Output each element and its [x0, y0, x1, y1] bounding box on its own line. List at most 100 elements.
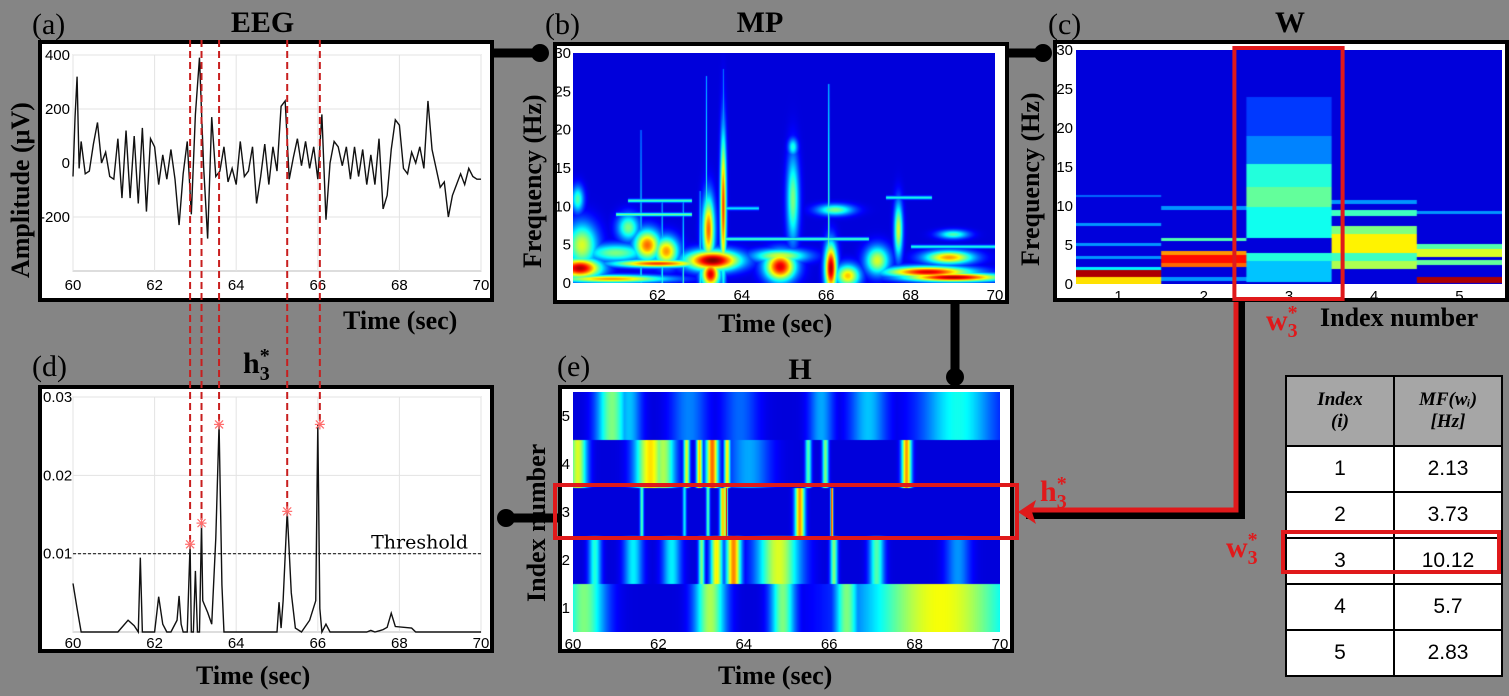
x-tick-label: 62: [649, 287, 666, 304]
panel-e-xlabel: Time (sec): [718, 661, 833, 690]
peak-marker-stroke: [197, 518, 206, 528]
y-tick-label: 3: [562, 504, 570, 521]
x-tick-label: 70: [473, 277, 490, 294]
x-tick-label: 66: [309, 277, 326, 294]
cell-index: 5: [1285, 629, 1395, 677]
panel-b-xlabel: Time (sec): [718, 309, 833, 338]
connector-c-to-e: [1030, 300, 1239, 513]
connector-a-to-b-head: [531, 44, 549, 62]
x-tick-label: 5: [1455, 288, 1463, 305]
x-tick-label: 60: [565, 636, 582, 653]
x-tick-label: 68: [902, 287, 919, 304]
cell-index: 4: [1285, 583, 1395, 631]
y-tick-label: 2: [562, 552, 570, 569]
connector-c-to-e-shadow: [1026, 300, 1245, 519]
y-tick-label: 15: [1056, 159, 1073, 176]
x-tick-label: 66: [309, 635, 326, 652]
x-tick-label: 66: [821, 636, 838, 653]
w-heatmap: [1076, 50, 1502, 284]
panel-b-label: (b): [545, 8, 580, 41]
panel-c-label: (c): [1048, 8, 1082, 41]
table-row: 3 10.12: [1285, 537, 1503, 585]
panel-d-xlabel: Time (sec): [196, 661, 311, 690]
peak-marker-stroke: [315, 419, 325, 429]
x-tick-label: 68: [391, 635, 408, 652]
x-tick-label: 1: [1114, 288, 1122, 305]
connector-b-to-e-head: [946, 368, 964, 386]
header-index: Index (i): [1285, 375, 1395, 447]
x-tick-label: 3: [1285, 288, 1293, 305]
y-tick-label: 5: [1065, 237, 1073, 254]
x-tick-label: 60: [65, 635, 82, 652]
x-tick-label: 68: [391, 277, 408, 294]
y-tick-label: 10: [554, 198, 571, 215]
x-tick-label: 62: [146, 635, 163, 652]
y-tick-label: 400: [45, 47, 70, 64]
y-tick-label: 0.01: [43, 546, 72, 563]
cell-mf: 5.7: [1393, 583, 1503, 631]
panel-e-label: (e): [557, 350, 591, 383]
cell-index: 3: [1285, 537, 1395, 585]
y-tick-label: 20: [554, 122, 571, 139]
cell-index: 1: [1285, 445, 1395, 493]
y-tick-label: 30: [554, 45, 571, 62]
arrow-head-icon: [1018, 500, 1036, 524]
cell-mf: 2.83: [1393, 629, 1503, 677]
h-heatmap: [573, 392, 1000, 632]
table-header-row: Index (i) MF(wᵢ) [Hz]: [1285, 375, 1503, 447]
x-tick-label: 70: [992, 636, 1009, 653]
cell-mf: 2.13: [1393, 445, 1503, 493]
x-tick-label: 4: [1370, 288, 1378, 305]
y-tick-label: 25: [1056, 81, 1073, 98]
h3-activation-line: [72, 424, 481, 635]
y-tick-label: 1: [562, 600, 570, 617]
peak-marker-stroke: [185, 539, 195, 549]
x-tick-label: 64: [735, 636, 752, 653]
y-tick-label: 25: [554, 83, 571, 100]
y-tick-label: 5: [562, 408, 570, 425]
y-tick-label: 4: [562, 456, 570, 473]
x-tick-label: 64: [228, 635, 245, 652]
y-tick-label: 200: [45, 101, 70, 118]
y-tick-label: 0: [62, 155, 70, 172]
y-tick-label: 10: [1056, 198, 1073, 215]
peak-marker-icon: [282, 506, 293, 517]
connector-e-to-d-head: [497, 509, 515, 527]
panel-b-title: MP: [736, 6, 784, 39]
h3-highlight-box: [553, 483, 1019, 540]
y-tick-label: 0: [563, 275, 571, 292]
peak-marker-icon: [314, 419, 325, 430]
y-tick-label: 30: [1056, 42, 1073, 59]
eeg-signal-line: [72, 57, 481, 239]
panel-e-title: H: [788, 353, 812, 386]
x-tick-label: 68: [906, 636, 923, 653]
y-tick-label: 0: [1065, 276, 1073, 293]
x-tick-label: 60: [65, 277, 82, 294]
panel-c-title: W: [1275, 6, 1305, 39]
mp-heatmap: [573, 53, 995, 283]
peak-marker-stroke: [214, 419, 224, 429]
panel-c-xlabel: Index number: [1320, 303, 1479, 332]
connector-b-to-c-head: [1034, 44, 1052, 62]
w3-star-label-table: w*3: [1226, 529, 1258, 569]
peak-marker-icon: [196, 518, 207, 529]
cell-mf: 10.12: [1393, 537, 1503, 585]
peak-marker-icon: [185, 539, 196, 550]
x-tick-label: 62: [146, 277, 163, 294]
y-tick-label: 0.03: [43, 389, 72, 406]
x-tick-label: 64: [733, 287, 750, 304]
panel-d-label: (d): [32, 350, 67, 383]
table-row: 1 2.13: [1285, 445, 1503, 493]
table-highlight-box: [1281, 530, 1501, 574]
panel-d-title: h*3: [243, 345, 270, 385]
peak-marker-icon: [214, 419, 225, 430]
x-tick-label: 66: [818, 287, 835, 304]
table-row: 5 2.83: [1285, 629, 1503, 677]
panel-a-xlabel: Time (sec): [343, 306, 458, 335]
